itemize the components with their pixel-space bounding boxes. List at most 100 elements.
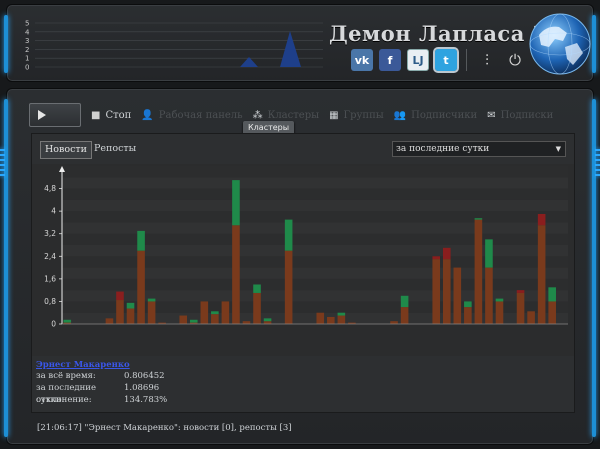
stats-row: за всё время: 0.806452	[36, 370, 167, 382]
chart-bar-segment	[548, 287, 556, 302]
twitter-button[interactable]: t	[433, 47, 459, 73]
chart-bar-segment	[464, 307, 472, 324]
chart-bar-segment	[116, 291, 124, 301]
chart-bar-segment	[232, 225, 240, 324]
chart-band	[62, 278, 568, 291]
mini-chart-tick-label: 5	[25, 20, 29, 28]
chart-bar-segment	[485, 267, 493, 324]
main-toolbar: ■ Стоп 👤 Рабочая панель ⁂ Кластеры ▦ Гру…	[29, 103, 577, 127]
author-link[interactable]: Эрнест Макаренко	[36, 360, 130, 370]
chevron-down-icon: ▼	[555, 145, 561, 153]
clusters-tooltip: Кластеры	[243, 121, 295, 135]
tab-news[interactable]: Новости	[40, 141, 92, 159]
stats-row: за последние сутки: 1.08696	[36, 382, 167, 405]
y-axis-arrow	[59, 166, 65, 172]
chart-band	[62, 233, 568, 245]
chart-bar-segment	[527, 311, 535, 324]
power-button[interactable]: ⏻	[504, 49, 526, 71]
chart-bar-segment	[442, 247, 451, 260]
chart-bar-segment	[263, 321, 272, 324]
play-button[interactable]	[29, 103, 81, 127]
workpanel-button[interactable]: 👤 Рабочая панель	[141, 110, 242, 121]
period-select-value: за последние сутки	[396, 144, 490, 154]
mini-chart-spike-large	[280, 31, 301, 67]
clusters-label: Кластеры	[267, 109, 320, 121]
separator	[466, 49, 467, 71]
chart-bar-segment	[63, 322, 72, 324]
mini-chart-tick-label: 3	[25, 37, 29, 45]
subscriptions-button[interactable]: ✉ Подписки	[487, 110, 553, 121]
chart-bar-segment	[263, 318, 272, 322]
y-tick-label: 0,8	[44, 297, 56, 306]
groups-button[interactable]: ▦ Группы	[329, 110, 384, 121]
left-glow-rail	[4, 99, 8, 437]
chart-bar-segment	[179, 315, 188, 324]
stop-icon: ■	[91, 109, 101, 121]
chart-bar-segment	[453, 267, 462, 324]
stats-row: отклонение: 134.783%	[36, 394, 167, 406]
chart-bar-segment	[432, 256, 441, 260]
chart-band	[62, 312, 568, 324]
chart-bar-segment	[232, 180, 240, 226]
chart-bar-segment	[189, 319, 198, 323]
chart-bar-segment	[400, 307, 409, 324]
chart-bar-segment	[348, 322, 356, 324]
power-icon: ⏻	[509, 51, 521, 69]
chart-bar-segment	[253, 292, 261, 324]
chart-bar-segment	[464, 301, 472, 308]
globe-logo	[529, 13, 591, 75]
facebook-button[interactable]: f	[379, 49, 401, 71]
mini-chart-tick-label: 2	[25, 46, 29, 54]
followers-button[interactable]: 👥 Подписчики	[394, 110, 477, 121]
chart-bar-segment	[337, 312, 346, 316]
stop-label: Стоп	[105, 109, 132, 121]
vk-button[interactable]: vk	[351, 49, 373, 71]
livejournal-button[interactable]: LJ	[407, 49, 429, 71]
chart-bar-segment	[474, 219, 483, 324]
left-grip	[0, 149, 5, 176]
y-tick-label: 0	[51, 320, 56, 329]
stats-value: 0.806452	[124, 371, 165, 381]
sliders-icon: ⫶	[485, 51, 489, 69]
chart-band	[62, 177, 568, 189]
vk-icon: vk	[354, 53, 370, 67]
facebook-icon: f	[387, 53, 393, 67]
chart-bar-segment	[516, 290, 525, 293]
chart-bar-segment	[495, 301, 504, 324]
chart-bar-segment	[211, 314, 219, 324]
chart-bar-segment	[432, 259, 441, 324]
cluster-icon: ⁂	[252, 109, 263, 121]
subscriptions-label: Подписки	[500, 109, 554, 121]
tab-reposts[interactable]: Репосты	[94, 143, 137, 154]
stats-key: отклонение:	[36, 395, 92, 405]
twitter-icon: t	[443, 53, 449, 67]
chart-bar-segment	[253, 284, 261, 293]
chart-bar-segment	[158, 322, 166, 324]
chart-bar-segment	[126, 308, 135, 324]
stats-value: 134.783%	[124, 395, 168, 405]
stop-button[interactable]: ■ Стоп	[91, 110, 131, 121]
period-select[interactable]: за последние сутки ▼	[392, 141, 566, 157]
livejournal-icon: LJ	[412, 53, 424, 67]
chart-bar-segment	[221, 301, 230, 324]
status-log: [21:06:17] "Эрнест Макаренко": новости […	[37, 423, 292, 433]
main-panel: ■ Стоп 👤 Рабочая панель ⁂ Кластеры ▦ Гру…	[0, 88, 600, 445]
stats-key: за всё время:	[36, 371, 96, 381]
stats-block: Эрнест Макаренко за всё время: 0.806452 …	[36, 360, 167, 406]
settings-button[interactable]: ⫶	[476, 49, 498, 71]
chart-bar-segment	[495, 298, 504, 302]
chart-bar-segment	[548, 301, 556, 324]
stats-key: за последние сутки:	[36, 383, 96, 405]
chart-band	[62, 211, 568, 223]
clusters-button[interactable]: ⁂ Кластеры	[253, 110, 319, 121]
chart-band	[62, 245, 568, 257]
chart-bar-segment	[537, 213, 546, 226]
activity-bar-chart: 0 0,8 1,6 2,4 3,2 4 4,8	[32, 164, 574, 356]
y-tick-label: 4,8	[44, 184, 56, 193]
y-tick-label: 1,6	[44, 274, 56, 283]
right-grip	[595, 149, 600, 176]
chart-bar-segment	[126, 302, 135, 309]
mini-chart-spike-small	[240, 57, 258, 67]
